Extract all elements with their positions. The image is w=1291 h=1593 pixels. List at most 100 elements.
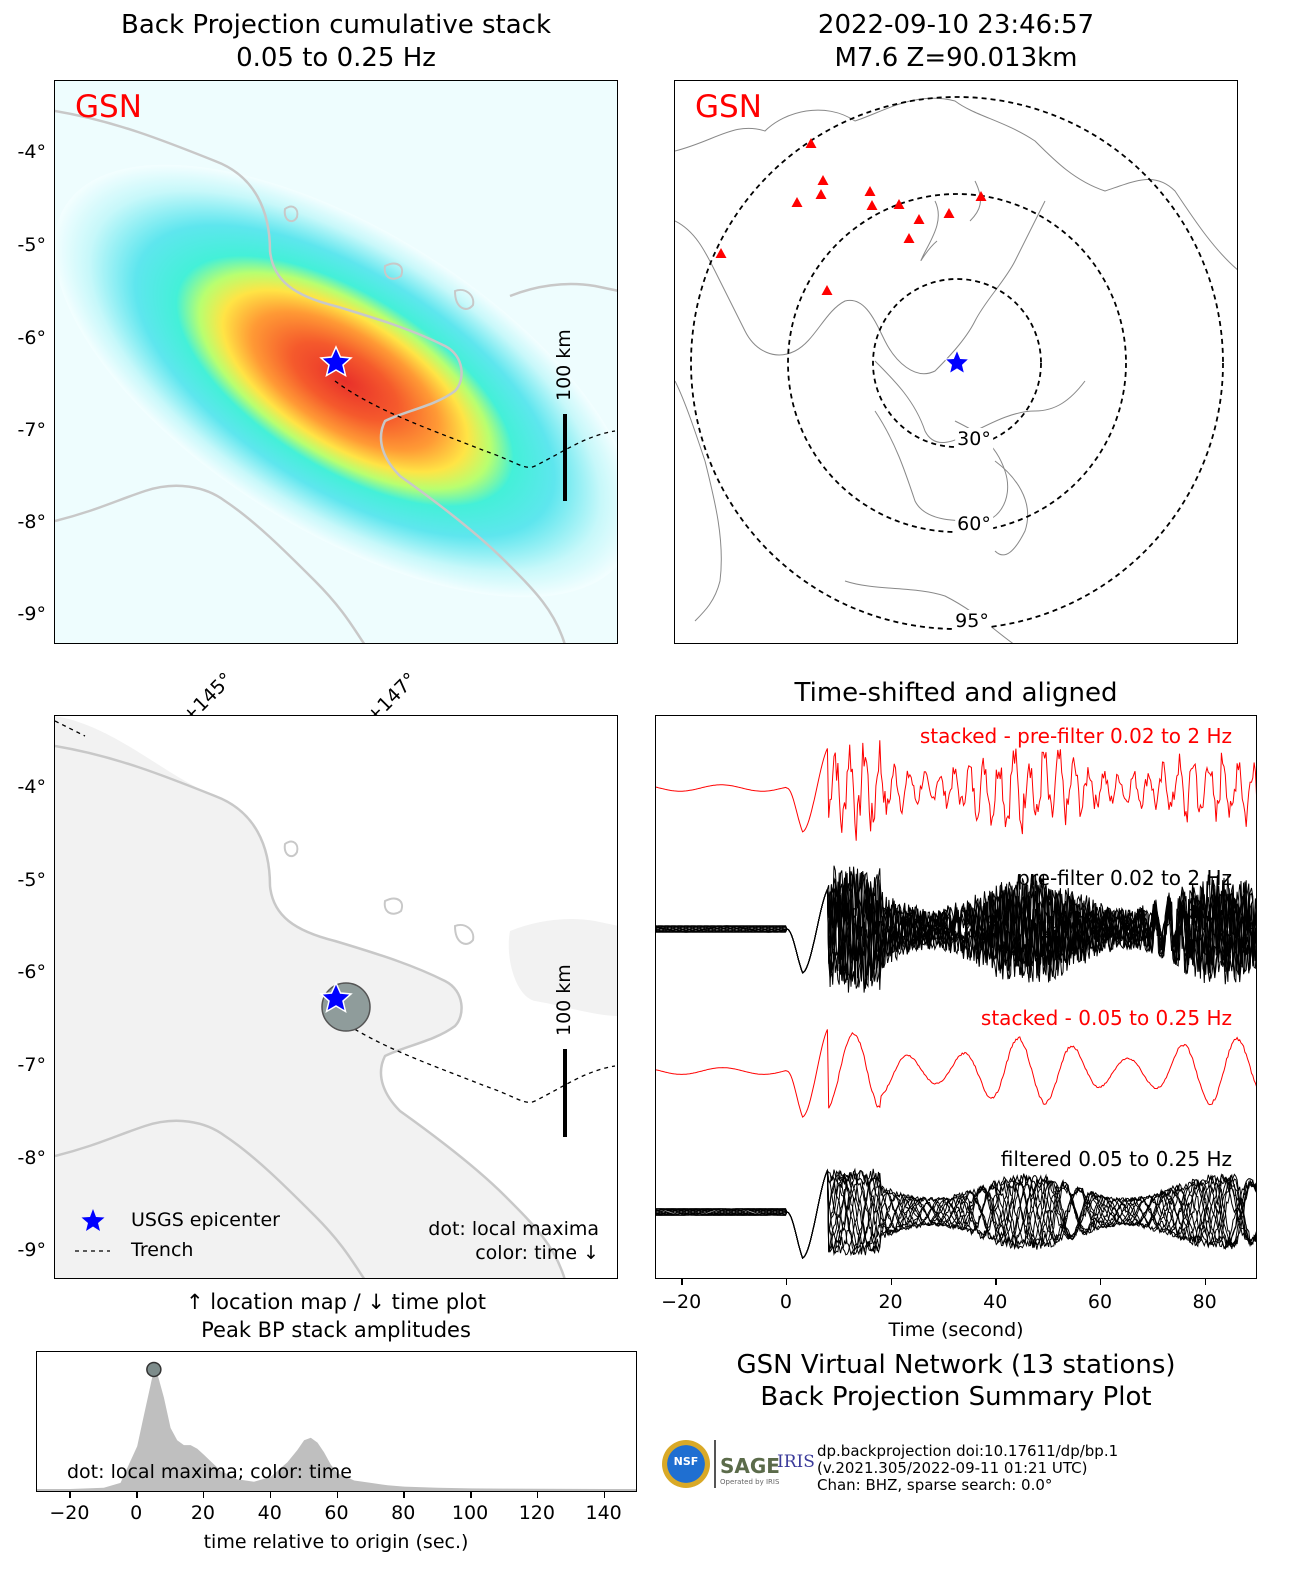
location-map-panel: 100 km USGS epicenter Trench dot: local … (54, 715, 618, 1279)
coastline (675, 200, 1046, 375)
coastline (509, 282, 617, 298)
time-plot-xtick: 0 (130, 1502, 143, 1524)
info-line2: (v.2021.305/2022-09-11 01:21 UTC) (817, 1459, 1088, 1477)
epicenter-star-icon (319, 345, 353, 378)
station-triangle-icon (903, 233, 915, 243)
island (383, 897, 403, 915)
lat-tick: -6° (17, 961, 46, 983)
nsf-logo: NSF (662, 1440, 710, 1488)
lat-tick: -7° (17, 419, 46, 441)
lat-tick: -5° (17, 234, 46, 256)
time-plot-xtick: 40 (257, 1502, 282, 1524)
station-triangle-icon (975, 191, 987, 201)
waveform-title: Time-shifted and aligned (794, 678, 1118, 708)
epicenter-star-icon (943, 348, 971, 375)
coastline (920, 200, 939, 262)
lat-tick: -9° (17, 1239, 46, 1261)
nsf-logo-text: NSF (673, 1455, 699, 1468)
station-triangle-icon (893, 199, 905, 209)
coastline (55, 109, 566, 643)
waveform-xtick: 60 (1087, 1291, 1113, 1313)
stacked-filtered-trace (656, 1029, 1256, 1118)
sage-logo-text: SAGE (720, 1454, 780, 1478)
station-triangle-icon (864, 186, 876, 196)
note-line1: dot: local maxima (428, 1218, 599, 1240)
island (283, 840, 299, 858)
stacked-broadband-trace (656, 740, 1256, 841)
time-plot-xtick: 140 (585, 1502, 622, 1524)
event-datetime: 2022-09-10 23:46:57 (817, 10, 1095, 40)
lat-tick: -9° (17, 603, 46, 625)
station-triangle-icon (943, 208, 955, 218)
location-map-canvas (55, 716, 617, 1278)
bp-map-panel: GSN 100 km (54, 80, 618, 644)
station-broadband-trace (656, 868, 1256, 987)
island (283, 205, 299, 223)
tick-mark (785, 1279, 788, 1285)
wave-label-1: pre-filter 0.02 to 2 Hz (1017, 866, 1232, 890)
note-line2: color: time ↓ (475, 1242, 599, 1264)
amplitude-area (37, 1369, 636, 1491)
time-plot-xtick: 80 (391, 1502, 416, 1524)
time-plot-annotation: dot: local maxima; color: time (67, 1461, 352, 1483)
tick-mark (536, 1492, 539, 1498)
lat-tick: -8° (17, 511, 46, 533)
station-filtered-trace (656, 1170, 1256, 1259)
station-triangle-icon (913, 214, 925, 224)
station-filtered-trace (656, 1170, 1256, 1259)
caption-line1: ↑ location map / ↓ time plot (186, 1290, 486, 1314)
lat-tick: -4° (17, 776, 46, 798)
info-line1: dp.backprojection doi:10.17611/dp/bp.1 (817, 1442, 1119, 1460)
island (453, 924, 475, 945)
tick-mark (1099, 1279, 1102, 1285)
logo-subtitle: Operated by IRIS (720, 1478, 780, 1486)
bp-map-subtitle: 0.05 to 0.25 Hz (236, 43, 436, 73)
island (383, 262, 403, 280)
waveform-xtick: 40 (983, 1291, 1008, 1313)
bp-energy-blob (55, 164, 617, 598)
wave-label-3: filtered 0.05 to 0.25 Hz (1000, 1147, 1232, 1171)
tick-mark (603, 1492, 606, 1498)
tick-mark (403, 1492, 405, 1498)
station-triangle-icon (805, 138, 817, 148)
legend-star-icon (81, 1209, 105, 1231)
coastline (55, 484, 366, 643)
station-filtered-trace (656, 1170, 1256, 1259)
time-plot-panel: dot: local maxima; color: time (36, 1351, 637, 1492)
summary-title-line2: Back Projection Summary Plot (760, 1382, 1152, 1412)
station-triangle-icon (821, 285, 833, 295)
distance-ring-30 (872, 278, 1042, 448)
iris-logo-text: IRIS (777, 1452, 815, 1472)
event-info: M7.6 Z=90.013km (834, 43, 1078, 73)
scale-bar-label: 100 km (553, 964, 575, 1036)
waveform-canvas (656, 740, 1256, 1259)
time-plot-xlabel: time relative to origin (sec.) (203, 1531, 469, 1553)
tick-mark (269, 1492, 272, 1498)
coastline (969, 180, 981, 222)
waveform-xlabel: Time (second) (888, 1319, 1024, 1341)
land (508, 919, 617, 1016)
time-plot-xtick: 100 (451, 1502, 489, 1524)
station-triangle-icon (866, 200, 878, 210)
station-triangle-icon (791, 197, 803, 207)
lat-tick: -7° (17, 1054, 46, 1076)
time-plot-xtick: −20 (49, 1502, 90, 1524)
waveform-xtick: −20 (661, 1291, 702, 1313)
ring-label-95: 95° (953, 610, 991, 632)
scale-bar-label: 100 km (553, 329, 575, 401)
waveform-xtick: 20 (878, 1291, 903, 1313)
network-label: GSN (695, 89, 762, 125)
coastline (55, 1119, 366, 1278)
coastline (55, 744, 566, 1278)
stations (715, 138, 987, 295)
station-triangle-icon (715, 248, 727, 258)
network-label: GSN (75, 89, 142, 125)
coastline (994, 460, 1029, 556)
station-map-canvas (675, 96, 1237, 643)
summary-title-line1: GSN Virtual Network (13 stations) (736, 1350, 1176, 1380)
lat-tick: -8° (17, 1147, 46, 1169)
lat-tick: -5° (17, 869, 46, 891)
waveform-xtick: 80 (1192, 1291, 1217, 1313)
tick-mark (69, 1492, 71, 1498)
logo-divider (714, 1440, 716, 1488)
